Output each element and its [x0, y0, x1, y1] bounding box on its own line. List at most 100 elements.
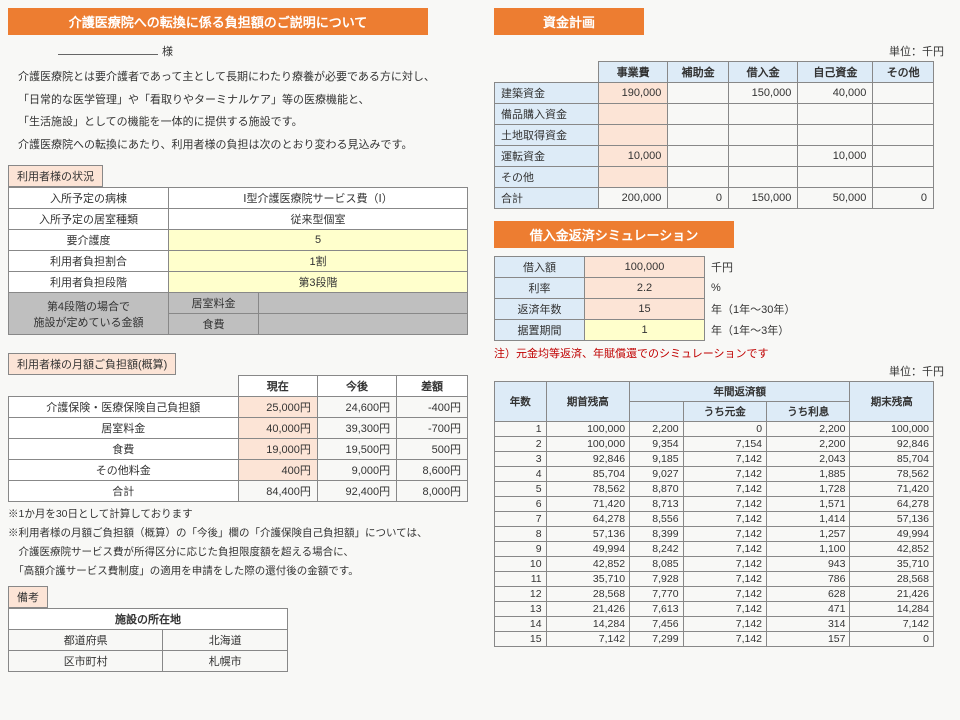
fund-h: 事業費	[598, 62, 667, 83]
unit-label: 単位：千円	[494, 43, 944, 59]
sched-cell: 1,414	[767, 512, 850, 527]
sched-cell: 943	[767, 557, 850, 572]
fund-cell	[728, 146, 797, 167]
sched-cell: 7,142	[683, 572, 766, 587]
remarks-v: 北海道	[163, 630, 288, 651]
sched-cell: 100,000	[546, 437, 629, 452]
para4: 介護医療院への転換にあたり、利用者様の負担は次のとおり変わる見込みです。	[18, 137, 468, 154]
remarks-label: 備考	[8, 586, 48, 608]
remarks-v: 札幌市	[163, 651, 288, 672]
fund-row-label: その他	[495, 167, 599, 188]
para2: 「日常的な医学管理」や「看取りやターミナルケア」等の医療機能と、	[18, 92, 468, 109]
sched-h: うち元金	[683, 402, 766, 422]
sched-cell: 13	[495, 602, 547, 617]
status-row-label: 入所予定の病棟	[9, 188, 169, 209]
sched-cell: 9,185	[630, 452, 684, 467]
status-table: 入所予定の病棟 Ⅰ型介護医療院サービス費（Ⅰ）入所予定の居室種類 従来型個室要介…	[8, 187, 468, 335]
sched-cell: 64,278	[850, 497, 934, 512]
monthly-row-label: その他料金	[9, 460, 239, 481]
monthly-header: 今後	[317, 376, 396, 397]
remarks-header: 施設の所在地	[9, 609, 288, 630]
fund-cell	[873, 167, 934, 188]
fund-cell: 50,000	[798, 188, 873, 209]
sched-cell: 7,928	[630, 572, 684, 587]
sched-cell: 92,846	[850, 437, 934, 452]
gray-sub1-label: 居室料金	[169, 293, 259, 314]
fund-cell	[668, 104, 729, 125]
para3: 「生活施設」としての機能を一体的に提供する施設です。	[18, 114, 468, 131]
monthly-cur: 25,000円	[238, 397, 317, 418]
sched-cell: 2,200	[767, 422, 850, 437]
sched-cell: 7,142	[683, 632, 766, 647]
sched-cell: 71,420	[546, 497, 629, 512]
sched-cell: 2,043	[767, 452, 850, 467]
sched-cell: 14	[495, 617, 547, 632]
gray-row-label: 第4段階の場合で施設が定めている金額	[9, 293, 169, 335]
sched-cell: 100,000	[850, 422, 934, 437]
fund-cell: 200,000	[598, 188, 667, 209]
sama-suffix: 様	[162, 46, 173, 58]
sched-cell: 157	[767, 632, 850, 647]
monthly-label: 利用者様の月額ご負担額(概算)	[8, 353, 176, 375]
sched-cell: 4	[495, 467, 547, 482]
sched-cell: 1,571	[767, 497, 850, 512]
unit-label-2: 単位：千円	[494, 363, 944, 379]
sched-cell: 7,142	[683, 617, 766, 632]
sched-cell: 7,142	[683, 527, 766, 542]
sched-cell: 7,613	[630, 602, 684, 617]
sched-cell: 7,142	[683, 497, 766, 512]
sched-cell: 35,710	[546, 572, 629, 587]
sched-cell: 8,085	[630, 557, 684, 572]
sched-cell: 1,100	[767, 542, 850, 557]
monthly-diff: -400円	[397, 397, 468, 418]
sched-cell: 78,562	[850, 467, 934, 482]
sched-h: 年間返済額	[630, 382, 850, 402]
status-row-value: 5	[169, 230, 468, 251]
status-row-label: 要介護度	[9, 230, 169, 251]
monthly-table: 現在今後差額介護保険・医療保険自己負担額 25,000円 24,600円 -40…	[8, 375, 468, 502]
sched-cell: 7,142	[683, 542, 766, 557]
sched-cell: 85,704	[546, 467, 629, 482]
monthly-cur: 400円	[238, 460, 317, 481]
fund-cell	[798, 125, 873, 146]
fund-cell	[728, 104, 797, 125]
note4: 「高額介護サービス費制度」の適用を申請をした際の還付後の金額です。	[8, 563, 468, 578]
fund-cell: 0	[668, 188, 729, 209]
monthly-header: 差額	[397, 376, 468, 397]
status-row-value: 従来型個室	[169, 209, 468, 230]
fund-cell	[873, 83, 934, 104]
sched-cell: 7,142	[683, 512, 766, 527]
loan-in-label: 利率	[495, 278, 585, 299]
monthly-header	[9, 376, 239, 397]
sched-cell: 0	[683, 422, 766, 437]
sched-cell: 1	[495, 422, 547, 437]
fund-h: その他	[873, 62, 934, 83]
fund-cell	[873, 104, 934, 125]
status-row-label: 利用者負担割合	[9, 251, 169, 272]
status-row-value: 第3段階	[169, 272, 468, 293]
fund-cell: 150,000	[728, 188, 797, 209]
loan-in-label: 据置期間	[495, 320, 585, 341]
fund-row-label: 土地取得資金	[495, 125, 599, 146]
sched-h: 期末残高	[850, 382, 934, 422]
fund-row-label: 運転資金	[495, 146, 599, 167]
remarks-l: 区市町村	[9, 651, 163, 672]
fund-cell	[728, 167, 797, 188]
sched-cell: 6	[495, 497, 547, 512]
sched-cell: 49,994	[850, 527, 934, 542]
monthly-cur: 19,000円	[238, 439, 317, 460]
fund-cell: 40,000	[798, 83, 873, 104]
sched-cell: 7,142	[683, 467, 766, 482]
sched-cell: 78,562	[546, 482, 629, 497]
sched-cell: 14,284	[546, 617, 629, 632]
sched-h: 年数	[495, 382, 547, 422]
sched-cell: 0	[850, 632, 934, 647]
sched-cell: 8,399	[630, 527, 684, 542]
right-column: 資金計画 単位：千円 事業費補助金借入金自己資金その他建築資金190,00015…	[494, 8, 944, 672]
fund-cell	[598, 167, 667, 188]
sched-cell: 7,770	[630, 587, 684, 602]
sched-cell: 7,142	[683, 602, 766, 617]
status-label: 利用者様の状況	[8, 165, 103, 187]
sched-cell: 9	[495, 542, 547, 557]
sched-cell: 7,456	[630, 617, 684, 632]
